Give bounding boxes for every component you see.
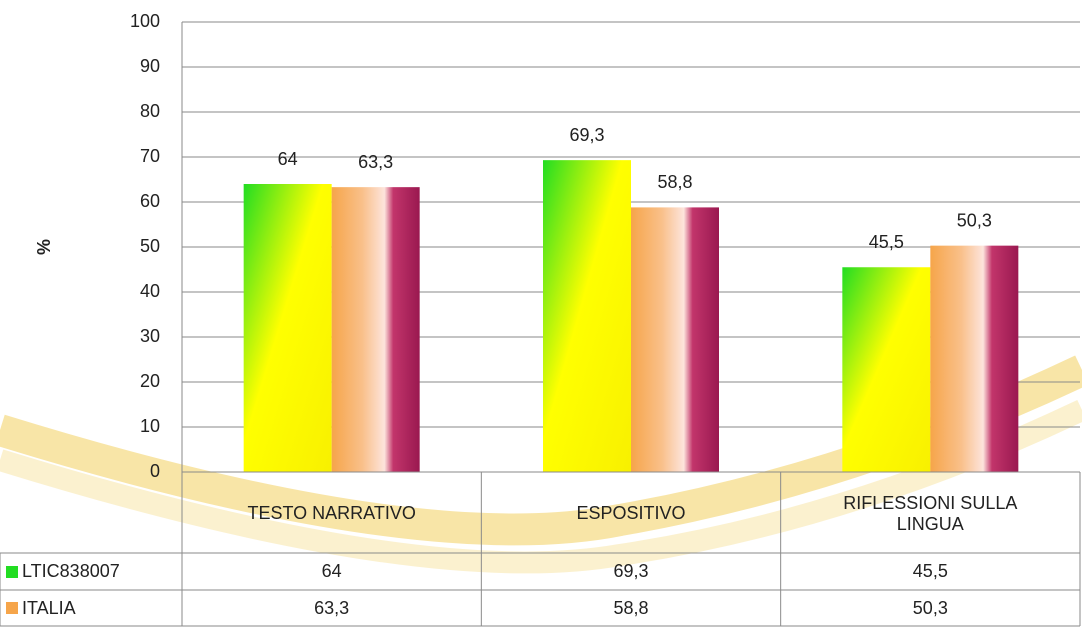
- y-tick-label: 50: [140, 236, 160, 256]
- y-tick-label: 20: [140, 371, 160, 391]
- data-label: 50,3: [957, 210, 992, 230]
- bar: [930, 245, 1019, 472]
- data-label: 64: [278, 149, 298, 169]
- legend-entry: LTIC838007: [0, 553, 182, 590]
- y-axis-label: %: [34, 239, 54, 255]
- data-label: 63,3: [358, 152, 393, 172]
- bar: [243, 184, 332, 472]
- table-value: 69,3: [613, 561, 649, 581]
- category-label: TESTO NARRATIVO: [247, 503, 416, 523]
- table-value: 64: [321, 561, 342, 581]
- y-tick-label: 60: [140, 191, 160, 211]
- data-label: 58,8: [657, 172, 692, 192]
- bar: [842, 267, 931, 472]
- table-value: 45,5: [912, 561, 948, 581]
- y-tick-label: 0: [150, 461, 160, 481]
- bar: [543, 160, 631, 472]
- legend-entry: ITALIA: [0, 590, 182, 626]
- data-label: 69,3: [569, 125, 604, 145]
- table-value: 58,8: [613, 597, 649, 618]
- category-label: ESPOSITIVO: [576, 503, 686, 523]
- table-value: 50,3: [912, 597, 948, 618]
- y-tick-label: 100: [130, 11, 160, 31]
- y-tick-label: 80: [140, 101, 160, 121]
- bar: [331, 187, 420, 472]
- y-tick-label: 70: [140, 146, 160, 166]
- y-tick-label: 30: [140, 326, 160, 346]
- category-label: RIFLESSIONI SULLA LINGUA: [843, 492, 1018, 534]
- table-value: 63,3: [314, 597, 350, 618]
- y-tick-label: 90: [140, 56, 160, 76]
- y-tick-label: 10: [140, 416, 160, 436]
- data-label: 45,5: [869, 232, 904, 252]
- y-tick-label: 40: [140, 281, 160, 301]
- decor-swoosh: [0, 400, 1082, 574]
- legend-key: [6, 565, 18, 578]
- legend-key: [6, 602, 18, 614]
- bar: [631, 207, 719, 472]
